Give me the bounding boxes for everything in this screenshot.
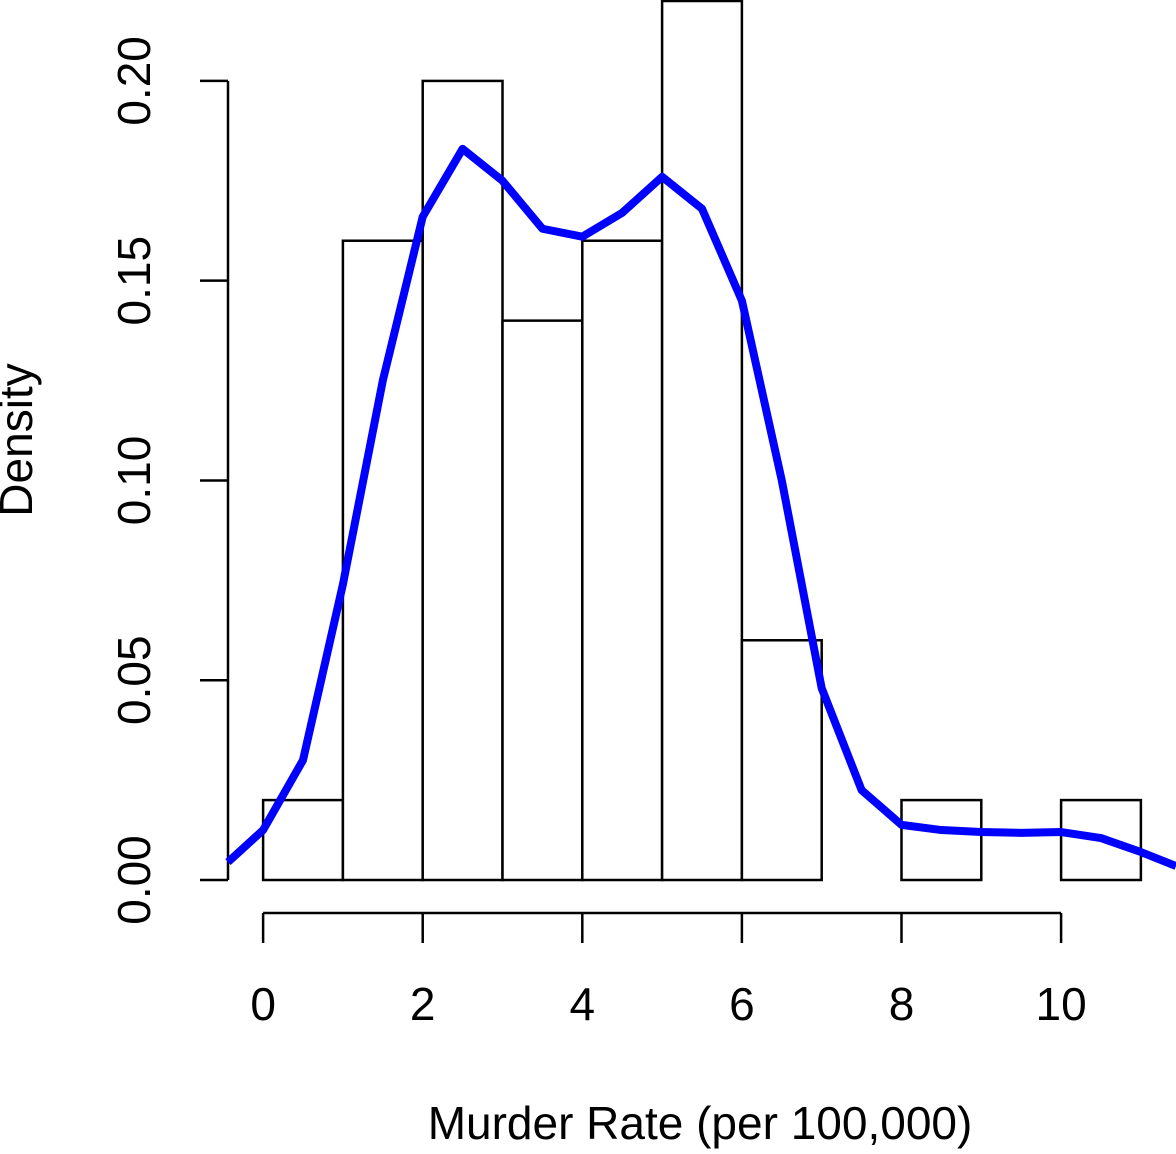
y-tick-label: 0.10 bbox=[108, 436, 160, 526]
x-tick-label: 8 bbox=[889, 978, 915, 1030]
bar bbox=[660, 0, 744, 882]
bar bbox=[341, 239, 424, 882]
x-tick-label: 2 bbox=[410, 978, 436, 1030]
bar bbox=[900, 798, 983, 882]
bar bbox=[421, 79, 504, 882]
y-tick-label: 0.00 bbox=[108, 835, 160, 925]
x-axis-label: Murder Rate (per 100,000) bbox=[428, 1097, 973, 1149]
x-tick-label: 4 bbox=[570, 978, 596, 1030]
x-tick-label: 6 bbox=[729, 978, 755, 1030]
bar bbox=[501, 319, 584, 882]
x-tick-label: 10 bbox=[1036, 978, 1087, 1030]
y-tick-label: 0.15 bbox=[108, 236, 160, 326]
x-tick-label: 0 bbox=[250, 978, 276, 1030]
y-axis-label: Density bbox=[0, 363, 42, 516]
y-tick-label: 0.05 bbox=[108, 635, 160, 725]
density-line bbox=[225, 144, 1176, 870]
y-tick-label: 0.20 bbox=[108, 36, 160, 126]
bar bbox=[740, 639, 823, 882]
bar bbox=[581, 239, 664, 882]
